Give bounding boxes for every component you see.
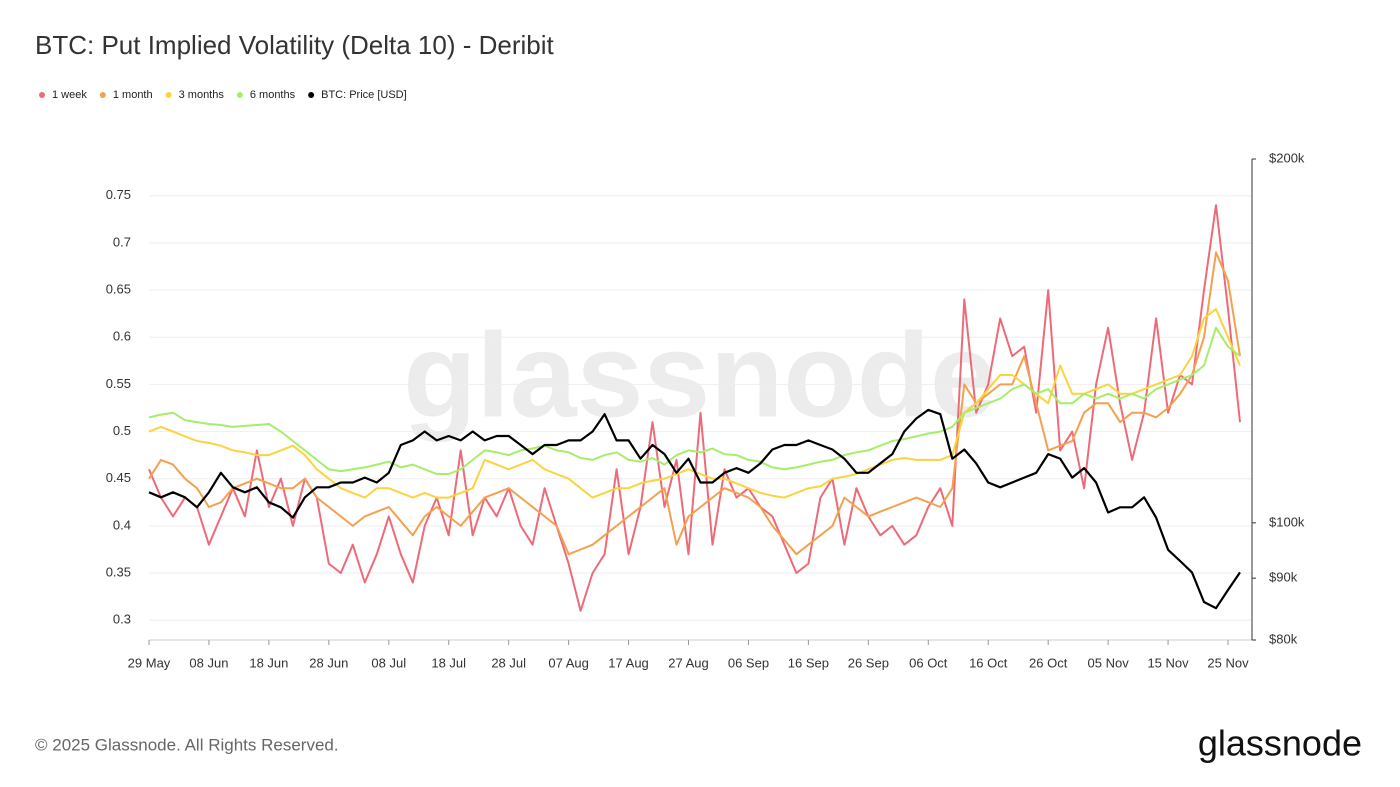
x-tick-label: 26 Oct bbox=[1029, 655, 1068, 670]
x-tick-label: 08 Jun bbox=[189, 655, 228, 670]
x-tick-label: 28 Jun bbox=[309, 655, 348, 670]
x-tick-label: 08 Jul bbox=[371, 655, 406, 670]
chart-title: BTC: Put Implied Volatility (Delta 10) -… bbox=[35, 30, 555, 60]
legend-label: BTC: Price [USD] bbox=[321, 89, 407, 101]
x-tick-label: 16 Sep bbox=[788, 655, 829, 670]
y-tick-label: 0.55 bbox=[106, 376, 131, 391]
y2-tick-label: $200k bbox=[1269, 150, 1305, 165]
legend-dot bbox=[308, 92, 315, 98]
y-tick-label: 0.3 bbox=[113, 612, 131, 627]
legend-label: 6 months bbox=[250, 89, 296, 101]
x-tick-label: 15 Nov bbox=[1147, 655, 1189, 670]
logo: glassnode bbox=[1198, 723, 1362, 764]
x-tick-label: 28 Jul bbox=[491, 655, 526, 670]
legend-dot bbox=[236, 92, 243, 98]
x-tick-label: 27 Aug bbox=[668, 655, 709, 670]
x-tick-label: 26 Sep bbox=[848, 655, 889, 670]
x-tick-label: 06 Sep bbox=[728, 655, 769, 670]
legend-label: 3 months bbox=[179, 89, 225, 101]
y2-tick-label: $80k bbox=[1269, 631, 1298, 646]
x-tick-label: 05 Nov bbox=[1088, 655, 1130, 670]
y-tick-label: 0.35 bbox=[106, 564, 131, 579]
series-line bbox=[148, 251, 1241, 556]
x-tick-label: 18 Jun bbox=[249, 655, 288, 670]
x-tick-label: 18 Jul bbox=[431, 655, 466, 670]
y-tick-label: 0.65 bbox=[106, 282, 131, 297]
series-line bbox=[148, 326, 1241, 475]
x-tick-label: 25 Nov bbox=[1207, 655, 1249, 670]
x-tick-label: 06 Oct bbox=[909, 655, 948, 670]
x-tick-label: 16 Oct bbox=[969, 655, 1008, 670]
y-tick-label: 0.5 bbox=[113, 423, 131, 438]
legend-dot bbox=[165, 92, 172, 98]
y2-tick-label: $100k bbox=[1269, 514, 1305, 529]
y-tick-label: 0.45 bbox=[106, 470, 131, 485]
y-tick-label: 0.6 bbox=[113, 329, 131, 344]
series-line bbox=[148, 204, 1241, 612]
y2-tick-label: $90k bbox=[1269, 570, 1298, 585]
series-line bbox=[148, 408, 1241, 610]
legend-label: 1 month bbox=[113, 89, 153, 101]
x-tick-label: 07 Aug bbox=[548, 655, 589, 670]
x-tick-label: 29 May bbox=[128, 655, 171, 670]
legend-dot bbox=[99, 92, 106, 98]
y-tick-label: 0.75 bbox=[106, 187, 131, 202]
legend-label: 1 week bbox=[52, 89, 87, 101]
y-tick-label: 0.7 bbox=[113, 234, 131, 249]
x-tick-label: 17 Aug bbox=[608, 655, 649, 670]
y-tick-label: 0.4 bbox=[113, 517, 131, 532]
footer: © 2025 Glassnode. All Rights Reserved. bbox=[35, 735, 339, 754]
legend-dot bbox=[39, 92, 45, 98]
